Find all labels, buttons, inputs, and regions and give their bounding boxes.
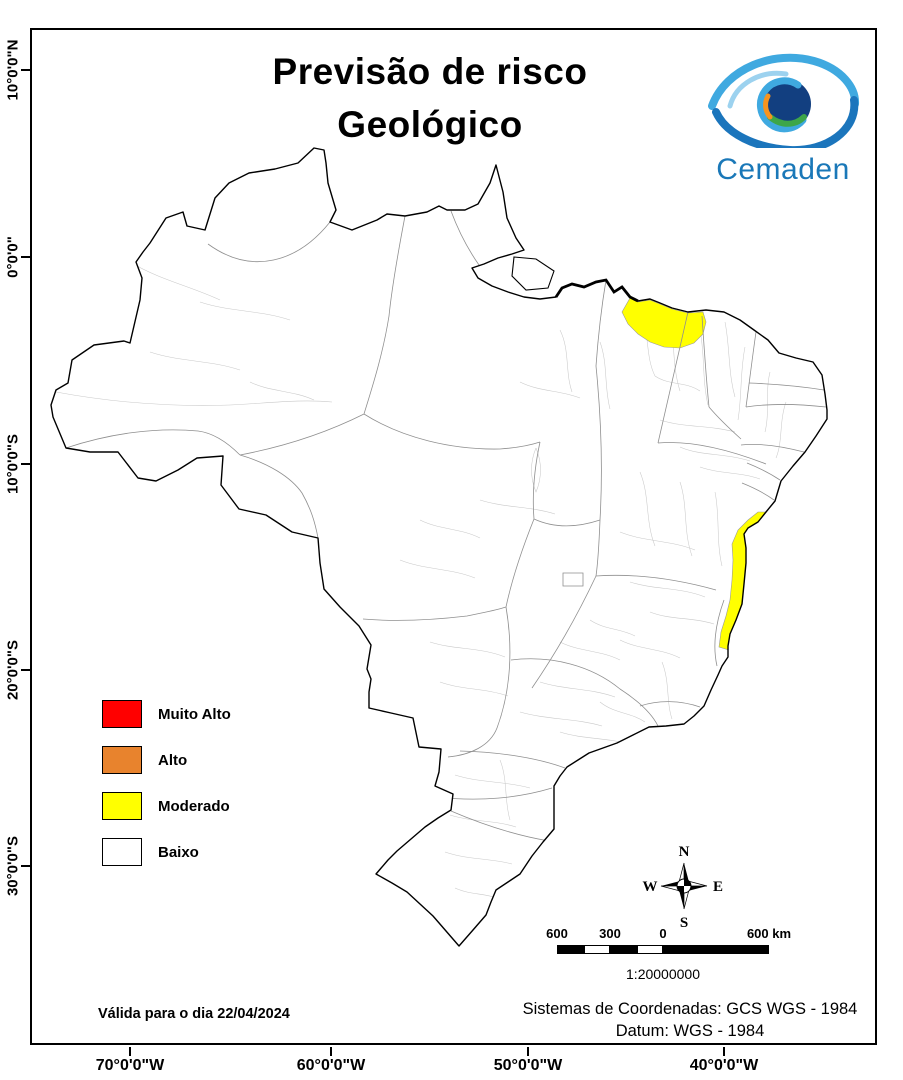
legend-label: Muito Alto	[158, 705, 231, 723]
longitude-tick	[527, 1047, 529, 1056]
latitude-label: 10°0'0"S	[4, 433, 22, 495]
latitude-label: 10°0'0"N	[4, 39, 22, 101]
latitude-label: 0°0'0"	[4, 236, 22, 278]
compass-south-label: S	[680, 915, 688, 931]
projection-info: Sistemas de Coordenadas: GCS WGS - 1984 …	[505, 998, 875, 1043]
cemaden-wordmark: Cemaden	[716, 153, 850, 186]
scale-bar-segment	[637, 945, 663, 954]
latitude-tick	[21, 463, 30, 465]
longitude-tick	[129, 1047, 131, 1056]
legend-swatch-muito-alto	[102, 700, 142, 728]
cemaden-logo: Cemaden	[698, 44, 868, 187]
scale-label-600-left: 600	[546, 926, 568, 941]
datum-line: Datum: WGS - 1984	[615, 1022, 765, 1041]
legend-item-muito-alto: Muito Alto	[102, 700, 231, 728]
longitude-label: 70°0'0"W	[95, 1057, 165, 1074]
scale-bar-segment	[584, 945, 610, 954]
longitude-label: 40°0'0"W	[689, 1057, 759, 1074]
latitude-tick	[21, 865, 30, 867]
latitude-label: 30°0'0"S	[4, 835, 22, 897]
legend-label: Alto	[158, 751, 188, 769]
scale-label-600-km: 600 km	[746, 926, 792, 941]
north-coast-emphasis	[554, 278, 639, 303]
scale-ratio: 1:20000000	[626, 966, 700, 982]
latitude-tick	[21, 256, 30, 258]
latitude-tick	[21, 69, 30, 71]
scale-label-300: 300	[599, 926, 621, 941]
legend-swatch-baixo	[102, 838, 142, 866]
scale-label-0: 0	[659, 926, 667, 941]
validity-note: Válida para o dia 22/04/2024	[98, 1006, 290, 1022]
risk-legend: Muito Alto Alto Moderado Baixo	[102, 700, 231, 884]
longitude-tick	[330, 1047, 332, 1056]
legend-item-baixo: Baixo	[102, 838, 231, 866]
scale-bar-segment	[610, 945, 637, 954]
scale-bar-segment	[663, 945, 769, 954]
page-title: Previsão de risco Geológico	[150, 46, 710, 151]
compass-north-label: N	[679, 844, 690, 860]
legend-item-alto: Alto	[102, 746, 231, 774]
title-line-1: Previsão de risco	[272, 51, 588, 92]
title-line-2: Geológico	[337, 103, 523, 145]
legend-swatch-alto	[102, 746, 142, 774]
compass-east-label: E	[713, 879, 723, 895]
scale-bar-segment	[557, 945, 584, 954]
state-boundaries	[65, 210, 827, 842]
brazil-landmass	[51, 148, 827, 946]
compass-rose: N S W E	[643, 844, 724, 931]
legend-item-moderado: Moderado	[102, 792, 231, 820]
marajo-island	[511, 256, 555, 291]
coordinate-system-line: Sistemas de Coordenadas: GCS WGS - 1984	[522, 1000, 858, 1018]
legend-swatch-moderado	[102, 792, 142, 820]
longitude-label: 50°0'0"W	[493, 1057, 563, 1074]
brazil-outline	[50, 147, 828, 947]
legend-label: Baixo	[158, 843, 199, 861]
longitude-tick	[723, 1047, 725, 1056]
latitude-tick	[21, 669, 30, 671]
legend-label: Moderado	[158, 797, 230, 815]
longitude-label: 60°0'0"W	[296, 1057, 366, 1074]
cemaden-eye-icon	[708, 53, 859, 155]
latitude-label: 20°0'0"S	[4, 639, 22, 701]
map-frame	[30, 28, 877, 1045]
compass-west-label: W	[643, 879, 658, 895]
municipality-boundaries	[55, 261, 787, 900]
